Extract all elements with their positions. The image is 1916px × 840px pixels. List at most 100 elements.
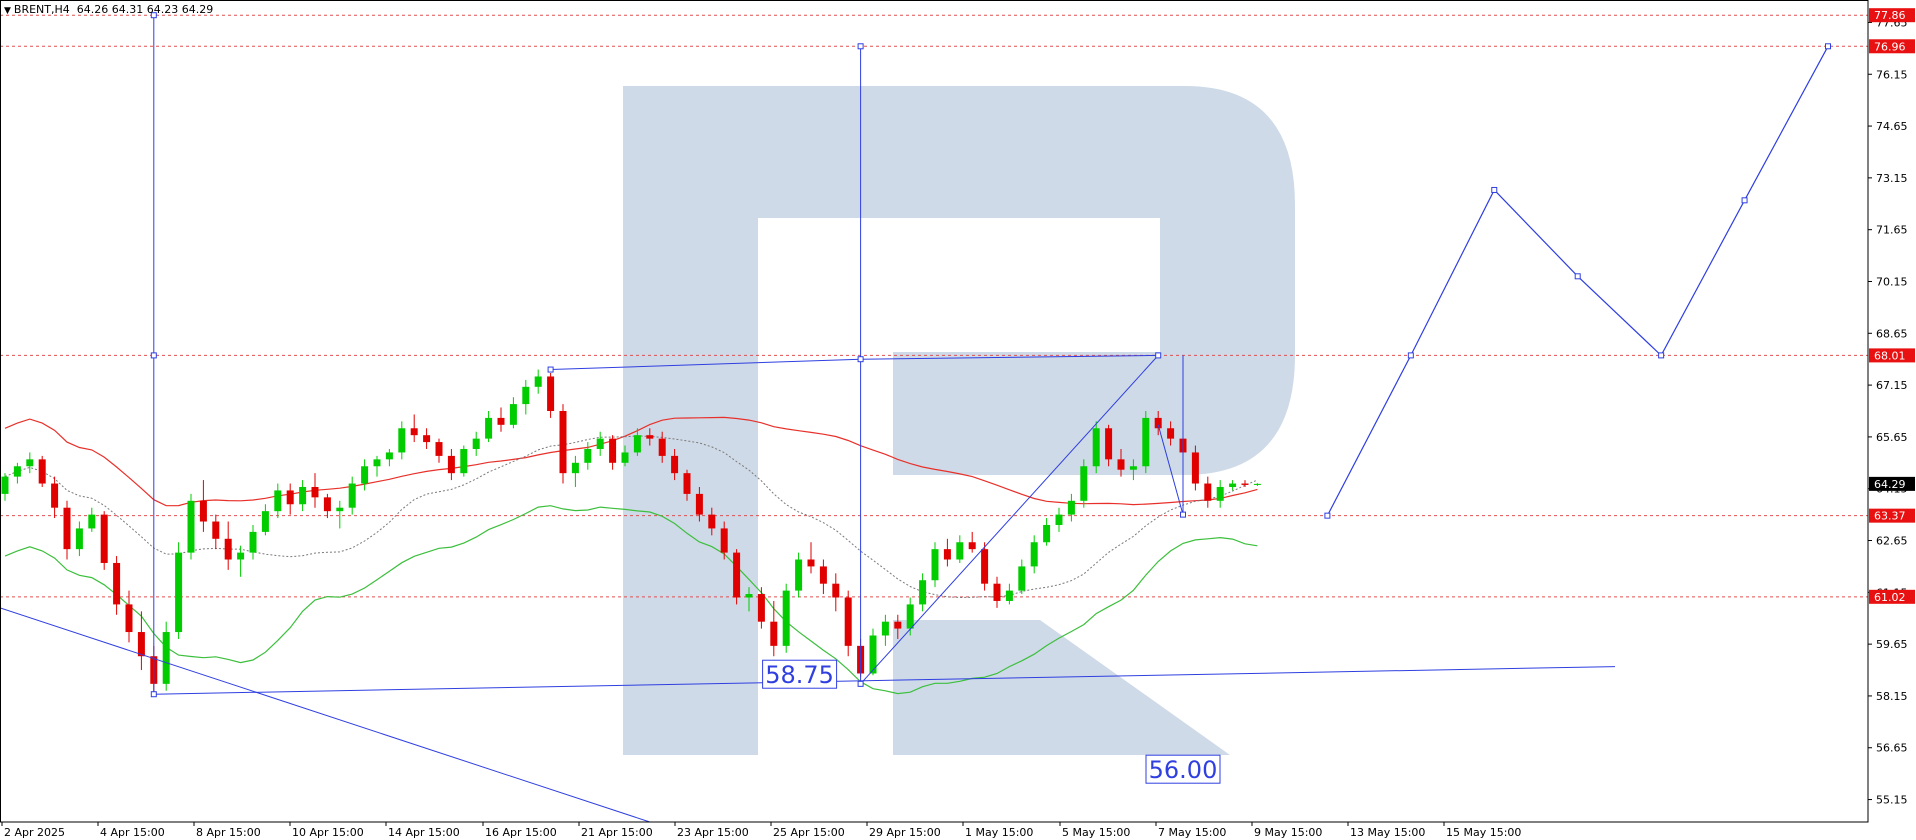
candle-body (981, 549, 989, 584)
candle-body (224, 538, 232, 560)
x-tick-label: 15 May 15:00 (1446, 826, 1521, 839)
candle-body (881, 621, 889, 636)
candle-body (199, 500, 207, 522)
forecast-node (1741, 197, 1748, 204)
candle-body (447, 455, 455, 474)
candle-body (695, 493, 703, 515)
candle-body (894, 621, 902, 629)
x-tick-label: 2 Apr 2025 (4, 826, 65, 839)
candle-body (88, 514, 96, 529)
candle-body (807, 559, 815, 567)
time-axis[interactable]: 2 Apr 2025 4 Apr 15:00 8 Apr 15:00 10 Apr 1… (1, 822, 1521, 839)
candle-body (968, 542, 976, 550)
x-tick-label: 14 Apr 15:00 (388, 826, 460, 839)
candle-body (844, 597, 852, 646)
x-tick-label: 29 Apr 15:00 (869, 826, 941, 839)
candle-body (1117, 459, 1125, 470)
level-tag-label: 76.96 (1874, 40, 1906, 53)
current-price-tag (1869, 476, 1915, 491)
forecast-node (1574, 273, 1581, 280)
candle-body (249, 531, 257, 553)
candle-body (509, 404, 517, 425)
candle-body (745, 594, 753, 598)
y-tick-label: 70.15 (1876, 275, 1908, 288)
candle-body (547, 376, 555, 411)
candle-body (658, 438, 666, 456)
wave-node (150, 691, 157, 698)
candle-body (596, 438, 604, 449)
wave-line (1157, 424, 1184, 515)
candle-body (1, 476, 9, 494)
wave-node (857, 43, 864, 50)
candle-body (187, 500, 195, 553)
candle-body (75, 528, 83, 550)
candle-body (993, 583, 1001, 601)
candle-body (1067, 500, 1075, 515)
candle-body (559, 411, 567, 474)
candle-body (683, 473, 691, 494)
candle-body (125, 604, 133, 633)
y-tick-label: 59.65 (1876, 638, 1908, 651)
forecast-lines (0, 12, 1831, 823)
candle-body (162, 632, 170, 684)
candle-body (1142, 417, 1150, 467)
candle-body (1092, 428, 1100, 467)
candle-body (1204, 483, 1212, 501)
forecast-node (1491, 186, 1498, 193)
forecast-node (1825, 43, 1831, 50)
candle-body (708, 514, 716, 529)
candle-body (571, 462, 579, 474)
wave-node (547, 366, 554, 373)
ma-red-line (4, 416, 1258, 507)
price-axis[interactable]: 77.6576.1574.6573.1571.6570.1568.6567.15… (1868, 8, 1915, 807)
x-tick-label: 7 May 15:00 (1158, 826, 1226, 839)
y-tick-label: 76.15 (1876, 68, 1908, 81)
candle-body (274, 490, 282, 512)
candle-body (423, 435, 431, 443)
annotation-box (762, 659, 838, 689)
candle-body (633, 435, 641, 453)
candle-body (361, 466, 369, 484)
moving-averages (4, 416, 1258, 695)
candle-body (770, 621, 778, 646)
x-tick-label: 16 Apr 15:00 (485, 826, 557, 839)
candle-body (435, 442, 443, 456)
x-tick-label: 13 May 15:00 (1350, 826, 1425, 839)
candle-body (931, 549, 939, 581)
candle-body (720, 528, 728, 553)
candle-body (299, 486, 307, 505)
candle-body (286, 490, 294, 505)
candle-body (1129, 466, 1137, 470)
x-tick-label: 5 May 15:00 (1062, 826, 1130, 839)
candle-body (1191, 452, 1199, 484)
candle-body (609, 438, 617, 463)
candle-body (1216, 486, 1224, 501)
x-tick-label: 10 Apr 15:00 (292, 826, 364, 839)
ohlc-values: 64.26 64.31 64.23 64.29 (76, 3, 214, 16)
level-tag (1869, 8, 1915, 23)
candle-body (100, 514, 108, 563)
horizontal-levels (0, 14, 1868, 598)
y-tick-label: 58.15 (1876, 690, 1908, 703)
candle-body (1253, 483, 1261, 485)
candle-body (832, 583, 840, 598)
candle-body (1229, 483, 1237, 487)
wave-line (0, 607, 650, 823)
forecast-path (1326, 45, 1829, 516)
candle-body (13, 466, 21, 477)
level-tag (1869, 39, 1915, 54)
candle-body (348, 483, 356, 508)
candle-body (1055, 514, 1063, 525)
candle-body (113, 562, 121, 605)
annotation-label: 58.75 (765, 661, 834, 689)
candle-body (943, 549, 951, 560)
candle-body (1105, 428, 1113, 460)
annotation-box (1145, 754, 1221, 784)
symbol-label: BRENT,H4 (13, 3, 70, 16)
forecast-node (1324, 512, 1331, 519)
x-tick-label: 8 Apr 15:00 (196, 826, 261, 839)
dropdown-arrow-icon[interactable]: ▼ (4, 6, 11, 16)
x-tick-label: 21 Apr 15:00 (581, 826, 653, 839)
candle-body (497, 417, 505, 425)
